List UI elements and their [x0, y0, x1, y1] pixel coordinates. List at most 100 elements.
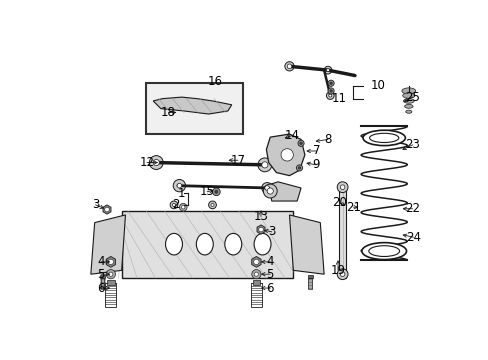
Ellipse shape	[402, 93, 414, 98]
Text: 4: 4	[97, 255, 104, 268]
Ellipse shape	[224, 233, 241, 255]
Text: 7: 7	[312, 144, 320, 157]
Text: 4: 4	[266, 255, 273, 268]
Circle shape	[328, 94, 331, 97]
Text: 9: 9	[312, 158, 320, 171]
Circle shape	[327, 80, 333, 86]
Circle shape	[148, 99, 163, 114]
Polygon shape	[266, 182, 301, 201]
Polygon shape	[91, 215, 125, 274]
Bar	[308, 278, 311, 289]
Circle shape	[297, 140, 304, 147]
Circle shape	[181, 95, 187, 102]
Text: 13: 13	[253, 210, 268, 223]
Bar	[307, 275, 312, 278]
Ellipse shape	[369, 133, 398, 143]
Ellipse shape	[368, 246, 399, 256]
Circle shape	[327, 88, 333, 94]
Polygon shape	[266, 134, 305, 176]
Text: 3: 3	[92, 198, 99, 211]
Circle shape	[324, 66, 331, 74]
Bar	[105, 283, 116, 306]
Circle shape	[226, 105, 233, 111]
Text: 25: 25	[405, 91, 419, 104]
Circle shape	[108, 272, 113, 276]
Ellipse shape	[196, 233, 213, 255]
Circle shape	[296, 165, 302, 171]
Bar	[145, 83, 243, 134]
Bar	[250, 283, 261, 306]
Text: 20: 20	[331, 196, 346, 209]
Text: 3: 3	[267, 225, 275, 238]
Text: 10: 10	[370, 79, 385, 92]
Circle shape	[254, 272, 258, 276]
Text: 6: 6	[97, 282, 104, 294]
Circle shape	[261, 162, 267, 168]
Text: 15: 15	[199, 185, 214, 198]
Text: 17: 17	[230, 154, 245, 167]
Text: 16: 16	[207, 75, 222, 88]
Circle shape	[299, 142, 302, 144]
Text: 21: 21	[345, 201, 360, 214]
Circle shape	[152, 103, 160, 110]
Circle shape	[281, 149, 293, 161]
Circle shape	[286, 64, 291, 69]
Circle shape	[340, 185, 344, 189]
Polygon shape	[122, 211, 293, 278]
Circle shape	[173, 180, 185, 192]
Polygon shape	[106, 256, 115, 267]
Circle shape	[264, 186, 269, 190]
Ellipse shape	[403, 99, 413, 103]
Circle shape	[214, 190, 218, 193]
Text: 5: 5	[97, 268, 104, 281]
Circle shape	[337, 182, 347, 193]
Ellipse shape	[362, 130, 405, 145]
Text: 24: 24	[405, 231, 420, 244]
Ellipse shape	[165, 233, 182, 255]
Ellipse shape	[254, 233, 270, 255]
Circle shape	[298, 167, 300, 169]
Circle shape	[212, 188, 220, 195]
Bar	[252, 280, 260, 285]
Circle shape	[329, 90, 332, 92]
Text: 5: 5	[266, 268, 273, 281]
Circle shape	[326, 92, 333, 99]
Ellipse shape	[401, 88, 415, 94]
Ellipse shape	[404, 104, 412, 108]
Circle shape	[181, 206, 184, 209]
Text: 6: 6	[266, 282, 273, 294]
Bar	[339, 183, 346, 278]
Polygon shape	[257, 225, 264, 234]
Circle shape	[261, 183, 272, 193]
Circle shape	[329, 82, 332, 85]
Bar	[107, 280, 115, 285]
Circle shape	[251, 270, 261, 279]
Circle shape	[179, 203, 187, 211]
Ellipse shape	[361, 243, 406, 260]
Circle shape	[257, 158, 271, 172]
Text: 14: 14	[284, 129, 299, 142]
Text: 11: 11	[331, 92, 346, 105]
Circle shape	[170, 201, 178, 209]
Circle shape	[285, 62, 293, 71]
Circle shape	[177, 183, 182, 188]
Circle shape	[266, 188, 273, 194]
Circle shape	[276, 144, 297, 166]
Text: 2: 2	[172, 198, 180, 211]
Circle shape	[104, 207, 109, 212]
Bar	[101, 278, 104, 289]
Circle shape	[172, 203, 175, 206]
Circle shape	[153, 159, 159, 166]
Text: 18: 18	[161, 106, 176, 119]
Circle shape	[263, 184, 277, 198]
Circle shape	[149, 156, 163, 170]
Text: 12: 12	[139, 156, 154, 169]
Circle shape	[258, 227, 263, 232]
Polygon shape	[289, 215, 324, 274]
Circle shape	[326, 69, 329, 72]
Circle shape	[106, 270, 115, 279]
Text: 8: 8	[324, 133, 331, 146]
Circle shape	[340, 272, 344, 276]
Polygon shape	[103, 205, 111, 214]
Ellipse shape	[405, 110, 411, 113]
